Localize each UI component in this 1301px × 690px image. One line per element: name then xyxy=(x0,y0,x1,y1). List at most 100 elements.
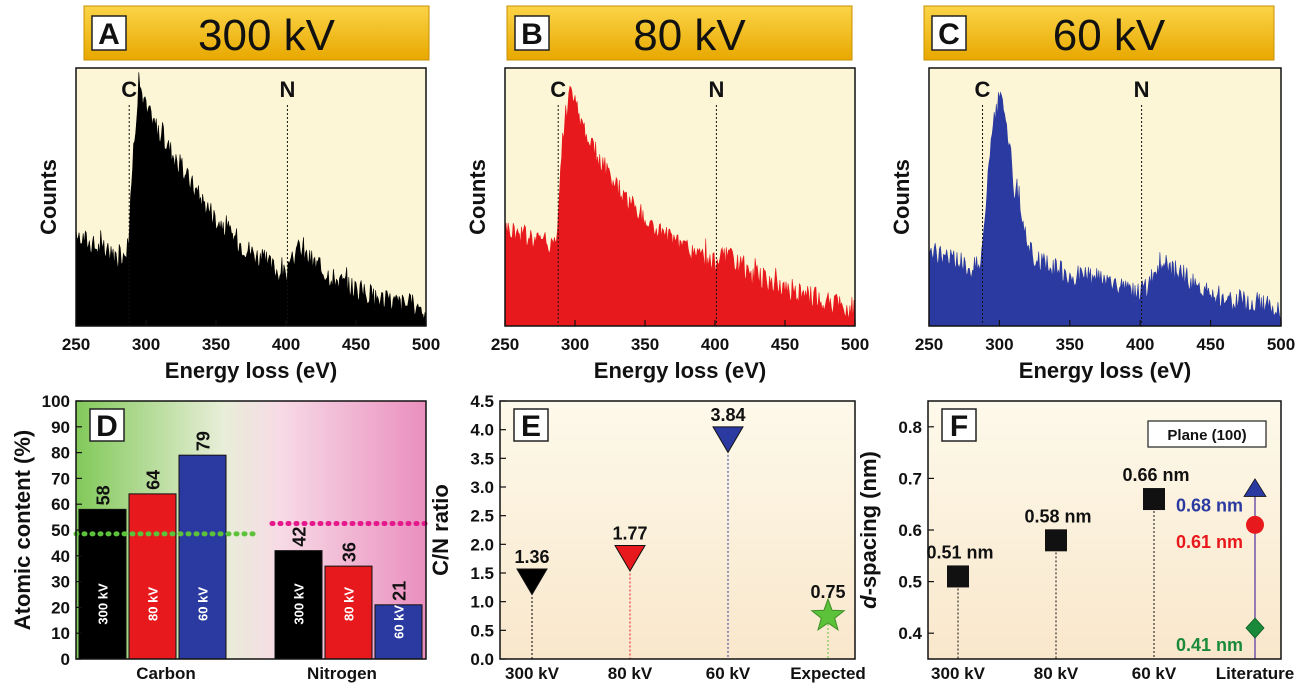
panel-d-letter: D xyxy=(96,410,118,443)
panel-f-literature-marker-circle xyxy=(1246,515,1264,534)
panel-b-xtick-label: 250 xyxy=(491,335,519,354)
panel-d-ytick-label: 30 xyxy=(51,573,70,592)
panel-a-xlabel: Energy loss (eV) xyxy=(165,358,337,383)
panel-b-xtick-label: 500 xyxy=(841,335,869,354)
panel-e-ytick-label: 0.5 xyxy=(470,621,494,640)
panel-d-bar-value-label: 79 xyxy=(194,431,214,451)
panel-a-banner xyxy=(83,5,430,61)
panel-d-bar-carbon-80kv xyxy=(128,493,177,660)
panel-b-ylabel: Counts xyxy=(465,159,490,235)
panel-e-ytick-label: 2.0 xyxy=(470,535,494,554)
panel-a-xtick-label: 250 xyxy=(62,335,90,354)
panel-e-ytick-label: 3.5 xyxy=(470,449,494,468)
panel-a-xtick-label: 350 xyxy=(202,335,230,354)
panel-e-marker-expected xyxy=(810,597,846,631)
panel-e-ytick-label: 2.5 xyxy=(470,507,494,526)
panel-f-ytick-label: 0.5 xyxy=(898,573,922,592)
panel-c-letter: C xyxy=(938,18,960,51)
panel-c-edge-label-n: N xyxy=(1134,77,1150,102)
panel-d-bar-series-label: 80 kV xyxy=(342,587,357,621)
panel-b-xtick-label: 350 xyxy=(631,335,659,354)
panel-d-ytick-label: 80 xyxy=(51,444,70,463)
panel-a-edge-label-n: N xyxy=(279,77,295,102)
panel-e-ytick-label: 3.0 xyxy=(470,478,494,497)
panel-c-letter-box xyxy=(931,15,967,51)
panel-e-category-label: 60 kV xyxy=(706,664,751,683)
panel-d-ytick-label: 40 xyxy=(51,547,70,566)
panel-d-ytick-label: 90 xyxy=(51,418,70,437)
panel-d-bar-value-label: 42 xyxy=(290,527,310,547)
panel-c-spectrum xyxy=(928,91,1282,327)
panel-e-ytick-label: 0.0 xyxy=(470,650,494,669)
panel-d-category-label: Nitrogen xyxy=(307,664,377,683)
panel-d-ytick-label: 50 xyxy=(51,521,70,540)
panel-a-xtick-label: 450 xyxy=(342,335,370,354)
panel-a-xtick-label: 300 xyxy=(132,335,160,354)
panel-a-letter: A xyxy=(98,18,120,51)
panel-e-category-label: Expected xyxy=(790,664,866,683)
panel-a-letter-box xyxy=(91,15,127,51)
panel-c-xtick-label: 500 xyxy=(1267,335,1295,354)
panel-d-ytick-label: 10 xyxy=(51,624,70,643)
panel-c-edge-label-c: C xyxy=(975,77,991,102)
panel-c-xtick-label: 250 xyxy=(915,335,943,354)
panel-f-literature-label: 0.61 nm xyxy=(1176,532,1243,552)
panel-e-marker-80kv xyxy=(614,545,646,573)
panel-f-marker-300kv xyxy=(947,565,969,588)
panel-b-banner xyxy=(506,5,853,61)
panel-b-xtick-label: 450 xyxy=(771,335,799,354)
panel-f-legend-box xyxy=(1147,420,1267,448)
panel-e-ylabel: C/N ratio xyxy=(428,484,453,576)
panel-f-value-label: 0.58 nm xyxy=(1024,506,1091,526)
panel-a-ylabel: Counts xyxy=(36,159,61,235)
panel-f-ylabel-rest: -spacing (nm) xyxy=(856,451,881,595)
panel-e-value-label: 0.75 xyxy=(810,582,845,602)
panel-f-ytick-label: 0.8 xyxy=(898,418,922,437)
panel-c-ylabel: Counts xyxy=(889,159,914,235)
panel-c-xtick-label: 350 xyxy=(1056,335,1084,354)
panel-e-value-label: 1.36 xyxy=(514,547,549,567)
panel-e-ytick-label: 4.5 xyxy=(470,392,494,411)
panel-a-banner-title: 300 kV xyxy=(198,11,336,60)
panel-f-category-label: 300 kV xyxy=(931,664,986,683)
panel-c-frame xyxy=(928,67,1282,327)
panel-d-ytick-label: 60 xyxy=(51,495,70,514)
panel-f-ytick-label: 0.4 xyxy=(898,624,922,643)
panel-d-bar-nitrogen-300kv xyxy=(274,550,323,660)
panel-c-xlabel: Energy loss (eV) xyxy=(1019,358,1191,383)
panel-d-bar-value-label: 21 xyxy=(390,581,410,601)
panel-f-literature-marker-diamond xyxy=(1245,617,1265,639)
panel-f-category-label: Literature xyxy=(1216,664,1294,683)
panel-f-letter: F xyxy=(950,410,968,443)
panel-e-marker-60kv xyxy=(712,426,744,454)
panel-b-banner-title: 80 kV xyxy=(633,11,746,60)
panel-c-xtick-label: 400 xyxy=(1126,335,1154,354)
panel-f-category-label: 60 kV xyxy=(1132,664,1177,683)
panel-a-xtick-label: 500 xyxy=(412,335,440,354)
panel-f-ylabel: d-spacing (nm) xyxy=(856,451,881,609)
panel-e-ytick-label: 1.0 xyxy=(470,593,494,612)
panel-e-ytick-label: 1.5 xyxy=(470,564,494,583)
panel-f-literature-marker-triangle xyxy=(1243,478,1267,497)
panel-f-marker-80kv xyxy=(1045,529,1067,552)
panel-c-banner xyxy=(923,5,1275,61)
panel-b-letter-box xyxy=(514,15,550,51)
panel-d-bar-nitrogen-60kv xyxy=(374,604,423,660)
panel-d-bar-series-label: 300 kV xyxy=(96,583,111,625)
panel-f-literature-label: 0.68 nm xyxy=(1176,496,1243,516)
panel-c-xtick-label: 300 xyxy=(985,335,1013,354)
panel-d-letter-box xyxy=(89,408,125,442)
panel-f-legend-text: Plane (100) xyxy=(1167,427,1246,444)
panel-f-ylabel-italic: d xyxy=(856,595,881,609)
panel-f-ytick-label: 0.6 xyxy=(898,521,922,540)
panel-d-category-label: Carbon xyxy=(136,664,196,683)
panel-f-value-label: 0.66 nm xyxy=(1122,465,1189,485)
panel-c-xtick-label: 450 xyxy=(1196,335,1224,354)
panel-d-ytick-label: 0 xyxy=(61,650,70,669)
panel-e-value-label: 3.84 xyxy=(710,405,745,425)
panel-e-letter: E xyxy=(521,410,541,443)
panel-e-category-label: 80 kV xyxy=(608,664,653,683)
panel-f-letter-box xyxy=(941,408,977,442)
panel-a-spectrum xyxy=(75,72,427,327)
